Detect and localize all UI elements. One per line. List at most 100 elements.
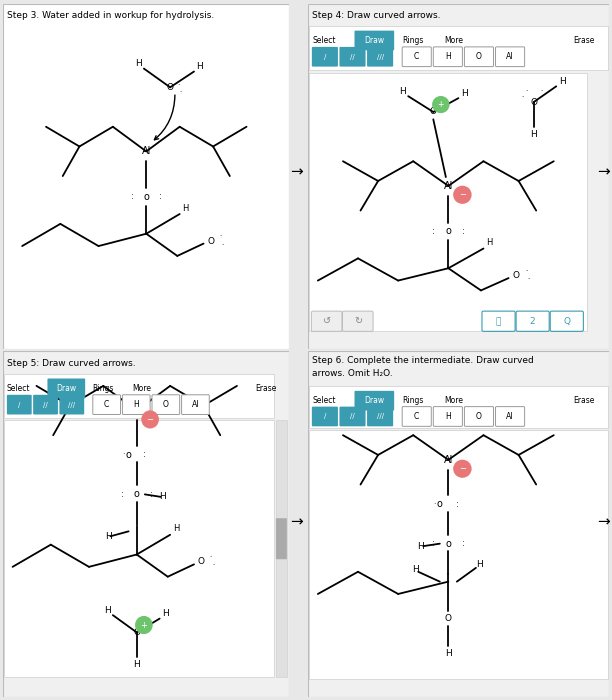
Text: Al: Al [506, 412, 514, 421]
Text: :: : [455, 500, 458, 509]
Text: :: : [121, 490, 124, 499]
Circle shape [454, 186, 471, 203]
FancyBboxPatch shape [433, 47, 463, 66]
Text: Al: Al [444, 181, 453, 191]
Text: ·: · [528, 276, 530, 282]
FancyBboxPatch shape [340, 47, 365, 66]
Text: +: + [438, 100, 444, 109]
Text: 🔍: 🔍 [496, 317, 501, 326]
FancyBboxPatch shape [367, 47, 393, 66]
Text: //: // [350, 414, 355, 419]
FancyBboxPatch shape [496, 47, 524, 66]
Text: ///: /// [376, 414, 384, 419]
Text: :: : [143, 450, 146, 459]
Text: H: H [412, 565, 419, 574]
Text: H: H [559, 77, 565, 86]
Text: ·: · [521, 94, 524, 100]
Text: →: → [291, 164, 303, 179]
FancyBboxPatch shape [122, 395, 150, 414]
Text: 2: 2 [530, 317, 536, 326]
Text: o: o [446, 539, 451, 549]
FancyBboxPatch shape [354, 31, 394, 50]
Text: −: − [459, 464, 466, 473]
FancyBboxPatch shape [402, 47, 431, 66]
Text: Draw: Draw [365, 36, 385, 45]
Text: Erase: Erase [573, 36, 594, 45]
FancyBboxPatch shape [33, 395, 58, 414]
FancyBboxPatch shape [309, 73, 587, 331]
Text: Rings: Rings [92, 384, 114, 393]
Text: More: More [132, 384, 151, 393]
Circle shape [142, 411, 158, 428]
Text: More: More [444, 396, 463, 405]
Text: :: : [130, 193, 133, 202]
Text: H: H [530, 130, 537, 139]
Text: C: C [414, 52, 419, 61]
Text: O: O [207, 237, 214, 246]
Text: ·: · [433, 500, 436, 509]
Text: H: H [162, 609, 169, 618]
Text: arrows. Omit H₂O.: arrows. Omit H₂O. [312, 369, 392, 378]
Text: o: o [437, 499, 442, 509]
Text: ·: · [212, 562, 214, 568]
Text: :: : [159, 193, 162, 202]
Text: H: H [104, 606, 111, 615]
Text: O: O [163, 400, 169, 409]
Text: Al: Al [132, 405, 141, 416]
Text: O: O [166, 83, 174, 92]
FancyBboxPatch shape [402, 407, 431, 426]
Text: O: O [445, 614, 452, 623]
Text: /: / [324, 54, 326, 60]
FancyBboxPatch shape [182, 395, 209, 414]
Text: Step 4: Draw curved arrows.: Step 4: Draw curved arrows. [312, 11, 441, 20]
Text: o: o [125, 450, 132, 460]
Text: o: o [134, 489, 140, 499]
Text: O: O [476, 412, 482, 421]
Text: o: o [143, 192, 149, 202]
Text: O: O [133, 628, 140, 637]
Text: O: O [198, 557, 204, 566]
FancyBboxPatch shape [3, 4, 289, 349]
Text: →: → [597, 164, 610, 179]
Circle shape [433, 97, 449, 113]
Text: H: H [133, 660, 140, 669]
Text: H: H [196, 62, 203, 71]
FancyBboxPatch shape [4, 374, 274, 418]
Text: Erase: Erase [573, 396, 594, 405]
FancyBboxPatch shape [354, 391, 394, 411]
Text: Select: Select [7, 384, 30, 393]
FancyBboxPatch shape [276, 421, 286, 677]
FancyBboxPatch shape [312, 311, 342, 331]
Text: //: // [350, 54, 355, 60]
FancyBboxPatch shape [550, 311, 583, 331]
Text: Select: Select [312, 396, 335, 405]
FancyBboxPatch shape [343, 311, 373, 331]
Text: ·: · [209, 554, 212, 560]
Text: O: O [476, 52, 482, 61]
FancyBboxPatch shape [465, 407, 493, 426]
Text: Erase: Erase [255, 384, 276, 393]
FancyBboxPatch shape [308, 4, 609, 349]
FancyBboxPatch shape [367, 407, 393, 426]
Text: //: // [43, 402, 48, 407]
Text: ·: · [219, 233, 222, 239]
Circle shape [136, 617, 152, 634]
Text: ·: · [177, 81, 179, 90]
FancyBboxPatch shape [3, 351, 289, 696]
Text: −: − [147, 415, 154, 424]
FancyBboxPatch shape [309, 386, 608, 428]
Text: ·: · [179, 89, 182, 95]
FancyBboxPatch shape [4, 421, 274, 677]
FancyBboxPatch shape [309, 26, 608, 70]
Text: Rings: Rings [403, 36, 424, 45]
Text: H: H [160, 492, 166, 501]
Text: o: o [446, 226, 451, 237]
FancyBboxPatch shape [312, 407, 338, 426]
Text: :: : [432, 227, 435, 236]
FancyBboxPatch shape [59, 395, 84, 414]
Text: Step 3. Water added in workup for hydrolysis.: Step 3. Water added in workup for hydrol… [7, 11, 214, 20]
FancyBboxPatch shape [309, 430, 608, 679]
Text: H: H [445, 412, 450, 421]
Text: /: / [18, 402, 20, 407]
Text: More: More [444, 36, 463, 45]
